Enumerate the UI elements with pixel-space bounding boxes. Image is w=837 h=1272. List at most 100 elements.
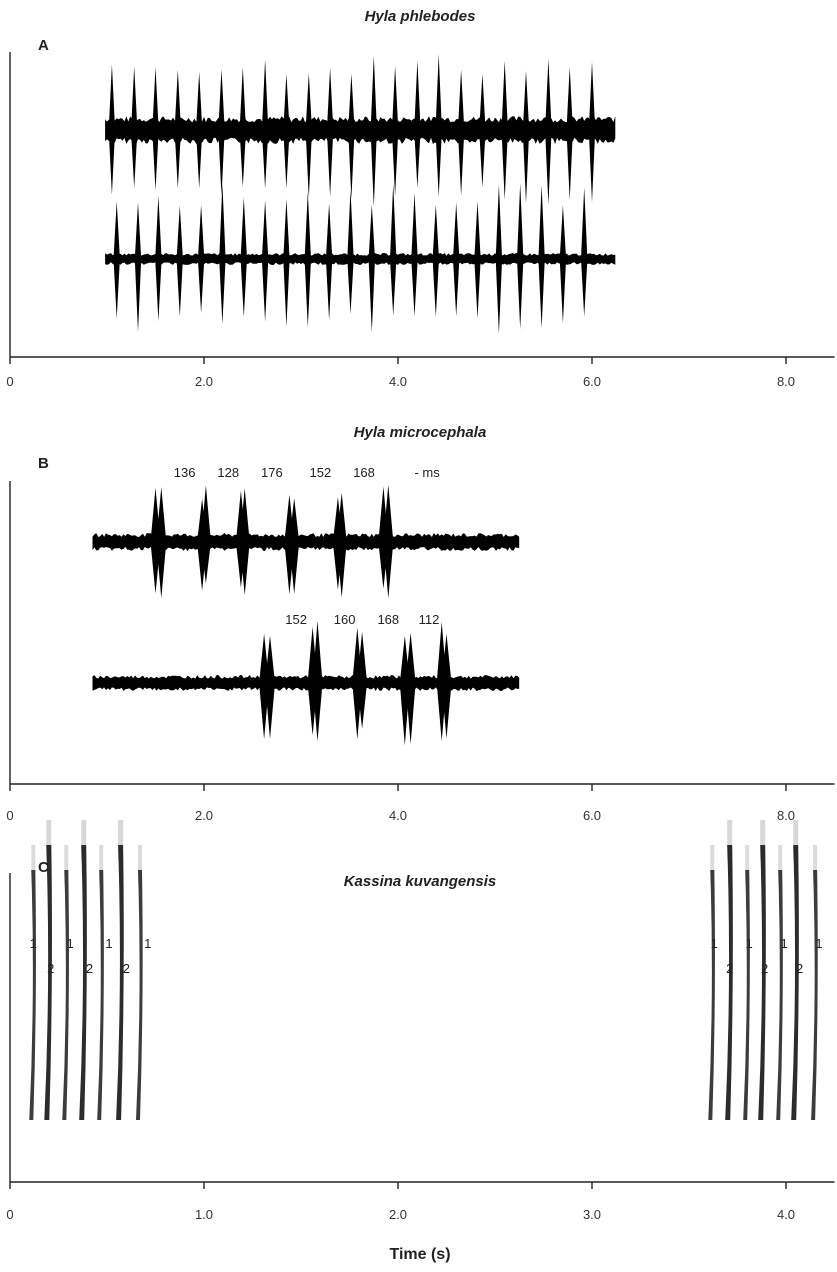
panel-c-pulse-harmonic <box>745 845 750 885</box>
panel-a-series-1-pulse <box>218 69 225 196</box>
panel-c-title: Kassina kuvangensis <box>344 873 497 890</box>
panel-a-series-2-pulse <box>538 184 545 328</box>
panel-a-tick-label: 8.0 <box>777 374 795 389</box>
panel-a-series-2-pulse <box>283 199 290 327</box>
panel-c-pulse-1 <box>29 845 36 1120</box>
panel-c-pulse-body <box>811 870 818 1120</box>
panel-c-pulse-harmonic <box>31 845 36 885</box>
panel-a-series-2-pulse <box>581 187 588 317</box>
panel-c-pulse-harmonic <box>46 820 52 860</box>
panel-c-pulse-harmonic <box>81 820 87 860</box>
panel-c-pulse-1 <box>136 845 143 1120</box>
panel-a-series-2-pulse <box>432 204 439 317</box>
panel-a-series-1-pulse <box>326 67 334 197</box>
panel-a-series-1-pulse <box>391 66 399 197</box>
panel-a-series-2-pulse <box>219 183 226 324</box>
panel-a-series-2-pulse <box>495 184 503 334</box>
panel-c-annotation: 1 <box>105 936 112 951</box>
panel-b-annotation: 168 <box>353 465 375 480</box>
panel-a-series-1-envelope <box>105 116 616 144</box>
panel-b-series-1-pulse <box>156 487 167 599</box>
panel-c-annotation: 2 <box>86 961 93 976</box>
panel-a-series-1-pulse <box>261 59 269 189</box>
panel-c-pulse-harmonic <box>813 845 818 885</box>
panel-a-series-2-pulse <box>453 202 460 317</box>
panel-a-series-1-pulse <box>239 67 246 188</box>
panel-c-pulse-harmonic <box>118 820 124 860</box>
panel-c-pulse-2 <box>791 820 799 1120</box>
panel-c-pulse-1 <box>776 845 783 1120</box>
panel-a-series-2-pulse <box>197 204 205 313</box>
panel-a-tick-label: 2.0 <box>195 374 213 389</box>
panel-b-tick-label: 6.0 <box>583 808 601 823</box>
panel-c-pulse-body <box>136 870 143 1120</box>
panel-a-series-1-pulse <box>414 60 421 188</box>
panel-c-pulse-body <box>743 870 750 1120</box>
panel-a-series-1-pulse <box>196 71 203 189</box>
panel-c-pulse-2 <box>725 820 733 1120</box>
panel-b-series-2-pulse <box>399 635 410 746</box>
panel-a-series-1-pulse <box>435 54 442 197</box>
panel-c-pulse-harmonic <box>710 845 715 885</box>
panel-c-pulse-harmonic <box>778 845 783 885</box>
panel-a-series-1-pulse <box>588 61 596 203</box>
panel-a-series-2-pulse <box>240 197 247 317</box>
panel-a-tick-label: 4.0 <box>389 374 407 389</box>
panel-a-series-1-pulse <box>522 70 530 204</box>
panel-c-pulse-body <box>791 845 799 1120</box>
panel-a-series-2-envelope <box>105 253 616 265</box>
panel-a-series-1-pulse <box>174 69 181 189</box>
panel-a-letter: A <box>38 37 49 54</box>
panel-b-annotation: 136 <box>174 465 196 480</box>
panel-c-pulse-2 <box>44 820 52 1120</box>
panel-a-series-2-pulse <box>517 183 524 330</box>
panel-c-tick-label: 0 <box>6 1207 13 1222</box>
panel-c-annotation: 2 <box>726 961 733 976</box>
panel-b-annotation: 176 <box>261 465 283 480</box>
panel-a-tick-label: 6.0 <box>583 374 601 389</box>
panel-c-pulse-harmonic <box>760 820 766 860</box>
panel-c-annotation: 1 <box>144 936 151 951</box>
panel-c-pulse-body <box>116 845 124 1120</box>
panel-c-pulse-2 <box>758 820 766 1120</box>
panel-c-pulse-body <box>79 845 87 1120</box>
panel-b-annotation: 128 <box>217 465 239 480</box>
panel-c-pulse-body <box>29 870 36 1120</box>
panel-c-pulse-body <box>776 870 783 1120</box>
panel-a-series-1-pulse <box>283 73 290 189</box>
panel-a-series-1-pulse <box>545 58 552 206</box>
panel-b-letter: B <box>38 455 49 472</box>
panel-b-series-1-pulse <box>383 484 394 599</box>
panel-c-pulse-harmonic <box>727 820 733 860</box>
panel-a-series-2-pulse <box>176 205 183 317</box>
panel-a-series-1-pulse <box>152 67 159 191</box>
panel-c-tick-label: 2.0 <box>389 1207 407 1222</box>
panel-a-title: Hyla phlebodes <box>365 8 476 25</box>
panel-b-annotation: - ms <box>414 465 440 480</box>
panel-c-pulse-body <box>97 870 104 1120</box>
panel-a-tick-label: 0 <box>6 374 13 389</box>
panel-c-annotation: 1 <box>780 936 787 951</box>
panel-b-annotation: 160 <box>334 612 356 627</box>
panel-b-tick-label: 2.0 <box>195 808 213 823</box>
panel-c-letter: C <box>38 859 49 876</box>
panel-b-series-2-pulse <box>312 620 323 742</box>
panel-c-pulse-body <box>44 845 52 1120</box>
panel-c-pulse-2 <box>116 820 124 1120</box>
panel-c-pulse-body <box>758 845 766 1120</box>
panel-a-series-2-pulse <box>368 204 375 333</box>
panel-a-series-2-pulse <box>113 201 120 319</box>
panel-c-pulse-body <box>708 870 715 1120</box>
panel-b-series-1-pulse <box>200 485 211 584</box>
panel-c-pulse-1 <box>97 845 104 1120</box>
panel-c-pulse-body <box>725 845 733 1120</box>
panel-b-series-2-envelope <box>92 675 520 691</box>
panel-a-series-1-pulse <box>305 73 312 199</box>
panel-a-series-1-pulse <box>370 55 377 207</box>
panel-a-series-1-pulse <box>457 69 465 196</box>
panel-a-series-2-pulse <box>304 192 311 328</box>
panel-c-pulse-2 <box>79 820 87 1120</box>
panel-c-pulse-harmonic <box>793 820 799 860</box>
x-axis-label: Time (s) <box>389 1246 450 1263</box>
panel-c-annotation: 1 <box>67 936 74 951</box>
